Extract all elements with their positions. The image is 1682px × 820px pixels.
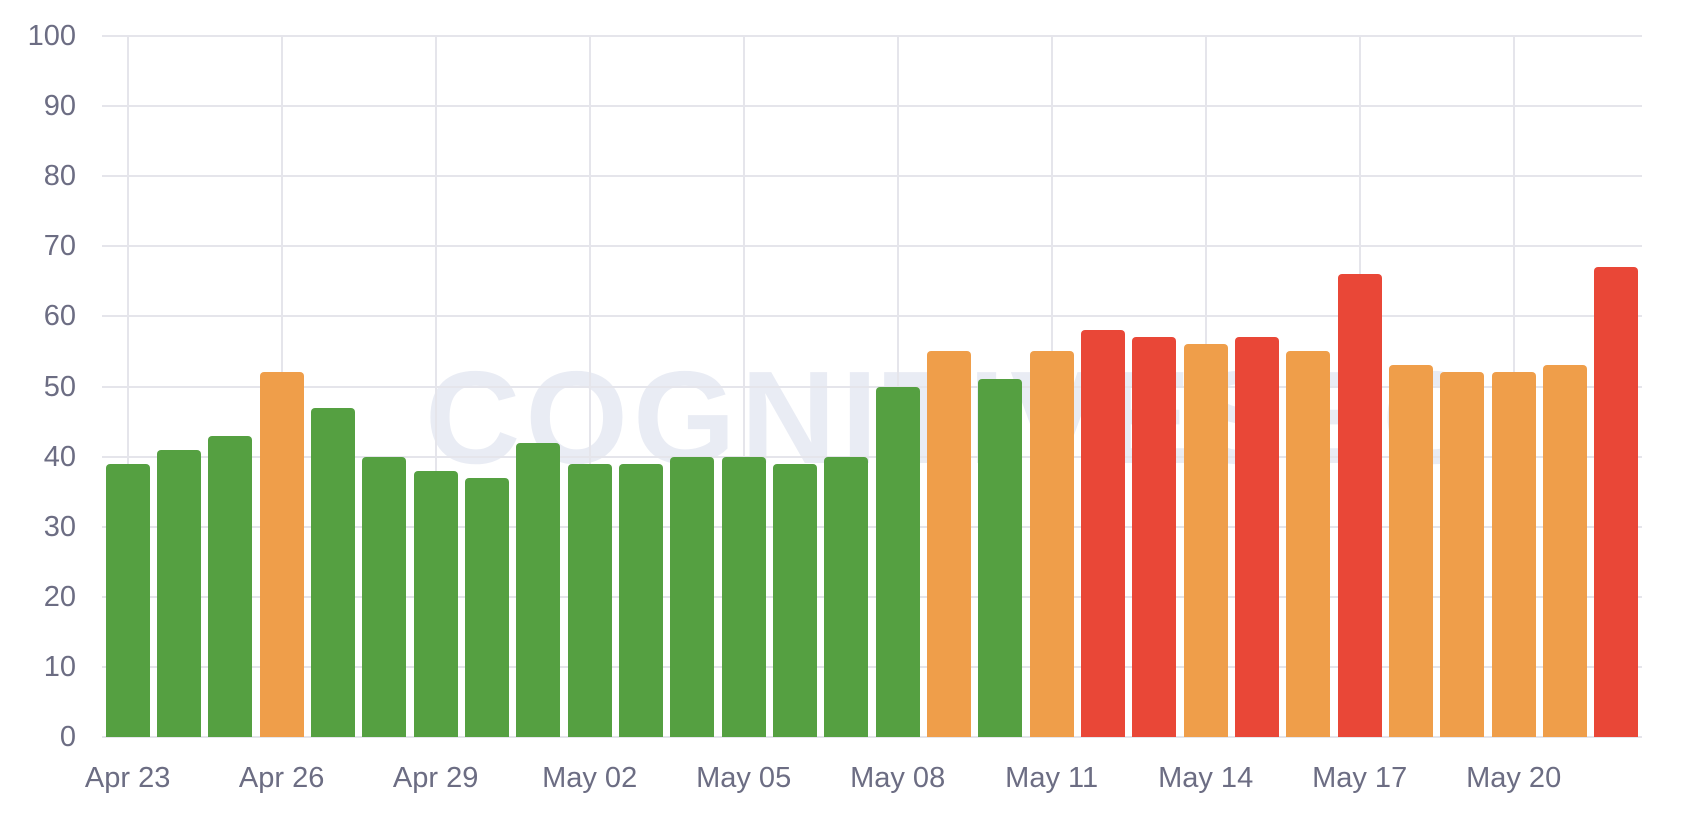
h-gridline	[102, 385, 1642, 388]
y-axis-label: 70	[43, 230, 76, 263]
v-gridline	[742, 36, 745, 737]
bar[interactable]	[362, 456, 407, 737]
y-axis-label: 10	[43, 650, 76, 683]
bar[interactable]	[157, 449, 201, 737]
x-axis-label: May 20	[1466, 762, 1562, 794]
bar[interactable]	[670, 456, 715, 737]
bar[interactable]	[773, 463, 817, 737]
y-axis-label: 100	[27, 20, 76, 52]
bar[interactable]	[105, 463, 150, 737]
x-axis-label: May 02	[542, 762, 638, 794]
bar[interactable]	[311, 407, 355, 737]
y-axis-label: 0	[59, 721, 76, 753]
h-gridline	[102, 665, 1642, 668]
h-gridline	[102, 525, 1642, 528]
bar[interactable]	[1337, 274, 1382, 737]
bar[interactable]	[208, 435, 253, 737]
h-gridline	[102, 175, 1642, 178]
x-axis-label: Apr 23	[84, 762, 171, 794]
v-gridline	[126, 36, 129, 737]
bar[interactable]	[1183, 344, 1228, 737]
bar[interactable]	[721, 456, 766, 737]
x-axis-label: Apr 29	[392, 762, 479, 794]
y-axis-label: 40	[43, 440, 76, 473]
bar[interactable]	[927, 351, 971, 737]
x-axis-label: May 17	[1312, 762, 1408, 794]
x-axis-label: May 05	[696, 762, 792, 794]
h-gridline	[102, 245, 1642, 248]
h-gridline	[102, 595, 1642, 598]
bar[interactable]	[465, 477, 509, 737]
bar[interactable]	[516, 442, 561, 737]
bar[interactable]	[1286, 351, 1331, 737]
y-axis-label: 20	[43, 580, 76, 613]
x-axis-label: May 14	[1158, 762, 1254, 794]
bar[interactable]	[1389, 365, 1433, 737]
bar[interactable]	[259, 372, 304, 737]
h-gridline	[102, 105, 1642, 108]
bar[interactable]	[1235, 337, 1279, 737]
bar[interactable]	[1440, 372, 1485, 737]
bar[interactable]	[567, 463, 612, 737]
y-axis-label: 90	[43, 90, 76, 123]
bar[interactable]	[978, 379, 1023, 737]
v-gridline	[434, 36, 437, 737]
x-axis-label: May 08	[850, 762, 946, 794]
bar[interactable]	[1543, 365, 1587, 737]
x-axis-label: Apr 26	[238, 762, 325, 794]
bar[interactable]	[1132, 337, 1177, 737]
bar[interactable]	[413, 470, 458, 737]
h-gridline	[102, 35, 1642, 37]
v-gridline	[588, 36, 591, 737]
bar[interactable]	[875, 386, 920, 737]
y-axis-label: 50	[43, 370, 76, 403]
y-axis-label: 30	[43, 510, 76, 543]
bar[interactable]	[1594, 267, 1639, 737]
bar[interactable]	[1029, 351, 1074, 737]
x-axis-label: May 11	[1005, 762, 1099, 794]
bar[interactable]	[619, 463, 663, 737]
y-axis-label: 60	[43, 300, 76, 333]
y-axis-label: 80	[43, 160, 76, 193]
bar[interactable]	[824, 456, 869, 737]
h-gridline	[102, 455, 1642, 458]
bar[interactable]	[1081, 330, 1125, 737]
h-gridline	[102, 736, 1642, 738]
bar[interactable]	[1491, 372, 1536, 737]
h-gridline	[102, 315, 1642, 318]
